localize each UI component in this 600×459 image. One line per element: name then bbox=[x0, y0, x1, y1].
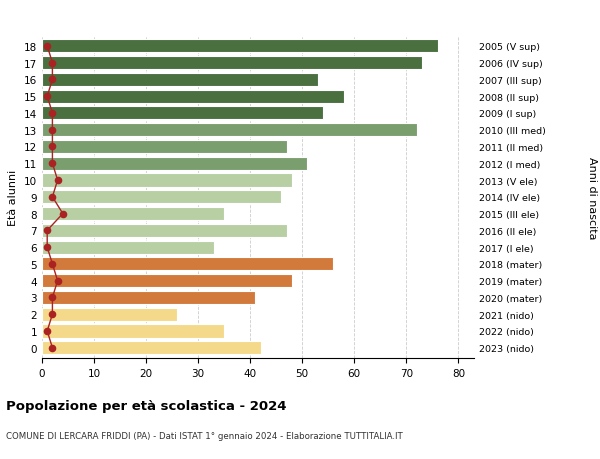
Bar bbox=[42, 140, 287, 154]
Point bbox=[53, 177, 62, 185]
Bar bbox=[42, 241, 214, 254]
Point bbox=[43, 244, 52, 251]
Bar bbox=[42, 291, 256, 304]
Bar bbox=[42, 274, 292, 288]
Point bbox=[58, 210, 68, 218]
Point bbox=[47, 261, 57, 268]
Text: COMUNE DI LERCARA FRIDDI (PA) - Dati ISTAT 1° gennaio 2024 - Elaborazione TUTTIT: COMUNE DI LERCARA FRIDDI (PA) - Dati IST… bbox=[6, 431, 403, 441]
Point bbox=[47, 311, 57, 318]
Bar bbox=[42, 57, 422, 70]
Point bbox=[47, 60, 57, 67]
Bar bbox=[42, 224, 287, 237]
Bar bbox=[42, 107, 323, 120]
Bar bbox=[42, 258, 334, 271]
Point bbox=[47, 110, 57, 118]
Bar bbox=[42, 157, 307, 170]
Text: Popolazione per età scolastica - 2024: Popolazione per età scolastica - 2024 bbox=[6, 399, 287, 412]
Point bbox=[43, 328, 52, 335]
Bar bbox=[42, 325, 224, 338]
Bar bbox=[42, 207, 224, 221]
Point bbox=[47, 144, 57, 151]
Point bbox=[47, 194, 57, 201]
Point bbox=[47, 344, 57, 352]
Point bbox=[43, 227, 52, 235]
Point bbox=[47, 127, 57, 134]
Bar bbox=[42, 191, 281, 204]
Point bbox=[47, 77, 57, 84]
Point bbox=[43, 93, 52, 101]
Bar bbox=[42, 124, 417, 137]
Point bbox=[53, 277, 62, 285]
Y-axis label: Età alunni: Età alunni bbox=[8, 169, 19, 225]
Point bbox=[47, 160, 57, 168]
Point bbox=[47, 294, 57, 302]
Bar bbox=[42, 74, 318, 87]
Text: Anni di nascita: Anni di nascita bbox=[587, 156, 597, 239]
Point bbox=[43, 43, 52, 50]
Bar bbox=[42, 341, 260, 354]
Bar bbox=[42, 174, 292, 187]
Bar bbox=[42, 90, 344, 103]
Bar bbox=[42, 40, 437, 53]
Bar bbox=[42, 308, 178, 321]
